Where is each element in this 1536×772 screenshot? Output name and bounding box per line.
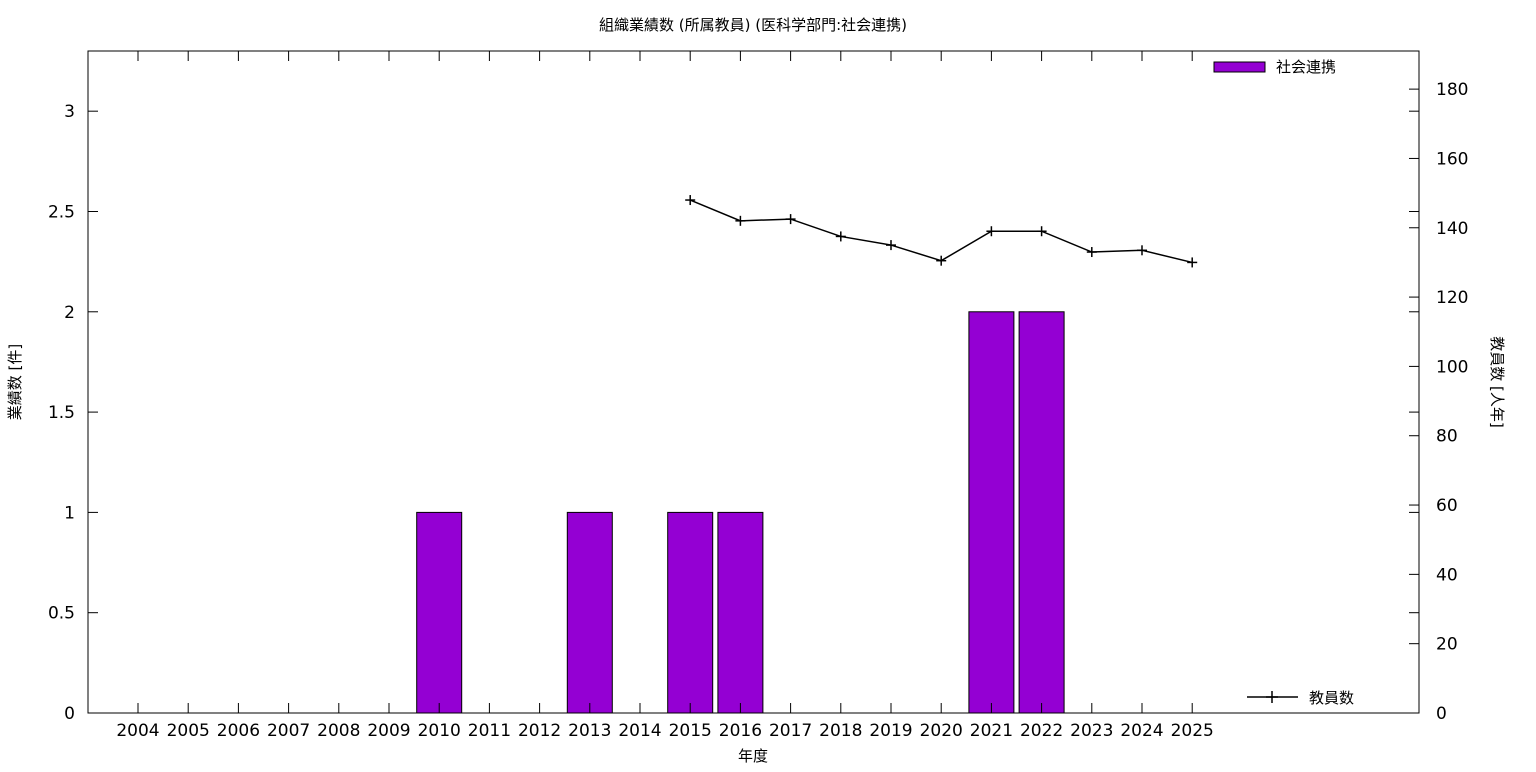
bar-2016: [717, 511, 764, 714]
y2-tick-label: 60: [1436, 496, 1458, 516]
x-tick-label: 2013: [568, 721, 611, 741]
x-tick-label: 2022: [1020, 721, 1063, 741]
x-tick-label: 2015: [669, 721, 712, 741]
line-point-2017: [785, 214, 796, 225]
x-tick-label: 2011: [468, 721, 511, 741]
x-tick-label: 2016: [719, 721, 762, 741]
x-tick-label: 2007: [267, 721, 310, 741]
bars-layer: [416, 311, 1065, 714]
y2-axis-title: 教員数 [人年]: [1488, 336, 1506, 427]
x-tick-label: 2021: [970, 721, 1013, 741]
line-point-2018: [835, 231, 846, 242]
y2-tick-label: 180: [1436, 80, 1468, 100]
x-tick-label: 2006: [217, 721, 260, 741]
x-tick-label: 2018: [819, 721, 862, 741]
y2-tick-label: 120: [1436, 288, 1468, 308]
teacher-count-line: [689, 199, 1193, 264]
y-tick-label: 1.5: [48, 403, 75, 423]
x-tick-label: 2019: [869, 721, 912, 741]
line-layer: [685, 195, 1198, 268]
x-tick-label: 2023: [1070, 721, 1113, 741]
y-tick-label: 1: [64, 503, 75, 523]
x-tick-label: 2004: [116, 721, 159, 741]
x-axis-title: 年度: [738, 747, 768, 765]
y-tick-label: 0.5: [48, 604, 75, 624]
chart-title: 組織業績数 (所属教員) (医科学部門:社会連携): [599, 16, 907, 34]
x-tick-label: 2025: [1171, 721, 1214, 741]
line-point-2019: [886, 240, 896, 251]
bar-2022: [1018, 311, 1065, 714]
bar-2013: [566, 511, 613, 714]
x-tick-label: 2014: [618, 721, 661, 741]
axes-layer: [87, 50, 1420, 714]
y2-tick-label: 40: [1436, 565, 1458, 585]
y2-tick-label: 100: [1436, 357, 1468, 377]
x-tick-label: 2012: [518, 721, 561, 741]
y2-tick-label: 140: [1436, 219, 1468, 239]
y2-tick-label: 20: [1436, 635, 1458, 655]
line-point-2015: [685, 195, 696, 206]
x-tick-label: 2024: [1120, 721, 1163, 741]
y2-tick-label: 160: [1436, 149, 1468, 169]
x-tick-label: 2017: [769, 721, 812, 741]
line-point-2023: [1086, 247, 1097, 258]
legend-bar-series: 社会連携: [1213, 58, 1336, 76]
bar-2010: [416, 511, 463, 714]
y2-tick-label: 80: [1436, 427, 1458, 447]
y-tick-label: 2: [64, 303, 75, 323]
y2-tick-label: 0: [1436, 704, 1447, 724]
y-tick-label: 2.5: [48, 202, 75, 222]
line-point-2021: [986, 226, 997, 237]
line-point-2020: [936, 255, 947, 266]
line-point-2022: [1036, 226, 1047, 237]
line-point-2024: [1137, 245, 1147, 256]
plot-frame: [87, 50, 1420, 714]
line-point-2025: [1187, 257, 1198, 268]
legend-line-label: 教員数: [1309, 689, 1354, 707]
legend-line-series: 教員数: [1247, 689, 1354, 707]
x-tick-label: 2010: [418, 721, 461, 741]
x-tick-label: 2005: [167, 721, 210, 741]
y-tick-label: 3: [64, 102, 75, 122]
x-tick-label: 2020: [920, 721, 963, 741]
x-tick-label: 2008: [317, 721, 360, 741]
legend-bar-swatch: [1213, 61, 1266, 73]
legend-bar-label: 社会連携: [1276, 58, 1336, 76]
bar-2021: [968, 311, 1015, 714]
labels-layer: 0 0.5 1 1.5 2 2.5 3 0 20 40 60 80 100 120 140 160 180 200…: [48, 80, 1469, 741]
bar-2015: [667, 511, 714, 714]
x-tick-label: 2009: [367, 721, 410, 741]
line-point-2016: [735, 215, 746, 226]
y-tick-label: 0: [64, 704, 75, 724]
y-axis-title: 業績数 [件]: [6, 344, 24, 420]
